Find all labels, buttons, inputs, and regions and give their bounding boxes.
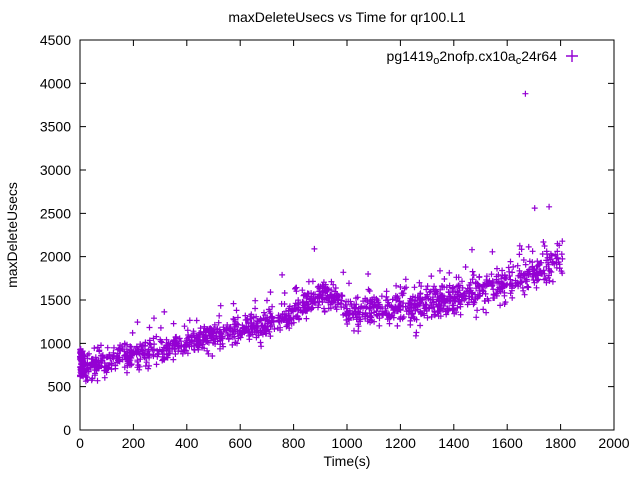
y-tick-label: 2500: [40, 205, 71, 221]
y-tick-label: 4000: [40, 75, 71, 91]
x-axis-label: Time(s): [324, 453, 371, 469]
x-tick-label: 600: [229, 435, 253, 451]
legend-label: pg1419o2nofp.cx10ac24r64: [387, 48, 558, 67]
y-tick-label: 1000: [40, 335, 71, 351]
x-tick-label: 800: [282, 435, 306, 451]
y-tick-label: 4500: [40, 32, 71, 48]
x-tick-label: 200: [122, 435, 146, 451]
plot-border: [79, 39, 615, 431]
y-tick-label: 1500: [40, 292, 71, 308]
x-tick-label: 2000: [598, 435, 629, 451]
chart-title: maxDeleteUsecs vs Time for qr100.L1: [228, 9, 466, 25]
y-tick-label: 500: [48, 379, 72, 395]
axis-ticks: [79, 39, 615, 431]
x-tick-label: 1800: [545, 435, 576, 451]
y-tick-label: 0: [63, 422, 71, 438]
y-tick-label: 2000: [40, 249, 71, 265]
legend-marker-plus: [566, 50, 578, 62]
y-axis-label: maxDeleteUsecs: [4, 182, 20, 288]
x-tick-label: 1400: [438, 435, 469, 451]
data-points: [77, 90, 566, 385]
x-tick-label: 1200: [385, 435, 416, 451]
x-tick-label: 0: [76, 435, 84, 451]
x-tick-label: 1600: [492, 435, 523, 451]
y-tick-label: 3500: [40, 119, 71, 135]
y-tick-label: 3000: [40, 162, 71, 178]
x-tick-label: 1000: [331, 435, 362, 451]
x-tick-label: 400: [175, 435, 199, 451]
